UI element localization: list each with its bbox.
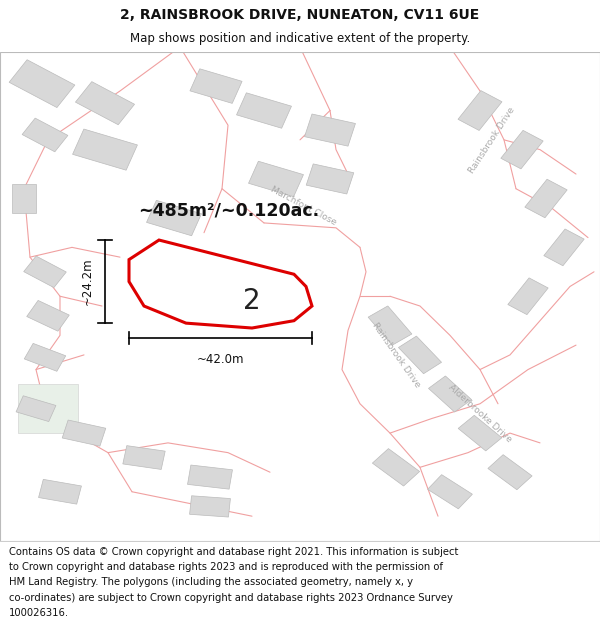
Polygon shape xyxy=(428,376,472,412)
Polygon shape xyxy=(73,129,137,170)
Text: ~42.0m: ~42.0m xyxy=(197,353,244,366)
Text: 2: 2 xyxy=(243,287,261,315)
Polygon shape xyxy=(190,496,230,517)
Polygon shape xyxy=(9,60,75,108)
Polygon shape xyxy=(38,479,82,504)
Polygon shape xyxy=(306,164,354,194)
Polygon shape xyxy=(368,306,412,345)
Polygon shape xyxy=(146,201,202,236)
Polygon shape xyxy=(458,415,502,451)
Polygon shape xyxy=(305,114,355,146)
Bar xyxy=(18,384,78,433)
Polygon shape xyxy=(398,336,442,374)
Polygon shape xyxy=(501,131,543,169)
Polygon shape xyxy=(248,161,304,197)
Polygon shape xyxy=(129,240,312,328)
Text: to Crown copyright and database rights 2023 and is reproduced with the permissio: to Crown copyright and database rights 2… xyxy=(9,562,443,572)
Polygon shape xyxy=(236,93,292,128)
Polygon shape xyxy=(544,229,584,266)
Polygon shape xyxy=(373,449,419,486)
Polygon shape xyxy=(22,118,68,152)
Text: 100026316.: 100026316. xyxy=(9,608,69,618)
Polygon shape xyxy=(24,343,66,371)
Text: Rainsbrook Drive: Rainsbrook Drive xyxy=(370,321,422,389)
Polygon shape xyxy=(488,454,532,490)
Text: Alderbrooke Drive: Alderbrooke Drive xyxy=(446,383,514,444)
Polygon shape xyxy=(428,474,472,509)
Polygon shape xyxy=(508,278,548,314)
Polygon shape xyxy=(76,82,134,125)
Text: Contains OS data © Crown copyright and database right 2021. This information is : Contains OS data © Crown copyright and d… xyxy=(9,546,458,556)
Polygon shape xyxy=(123,446,165,469)
Text: 2, RAINSBROOK DRIVE, NUNEATON, CV11 6UE: 2, RAINSBROOK DRIVE, NUNEATON, CV11 6UE xyxy=(121,8,479,21)
Polygon shape xyxy=(458,91,502,131)
Polygon shape xyxy=(190,69,242,103)
Polygon shape xyxy=(188,465,232,489)
Polygon shape xyxy=(525,179,567,218)
Text: co-ordinates) are subject to Crown copyright and database rights 2023 Ordnance S: co-ordinates) are subject to Crown copyr… xyxy=(9,592,453,602)
Text: Map shows position and indicative extent of the property.: Map shows position and indicative extent… xyxy=(130,32,470,46)
Text: ~485m²/~0.120ac.: ~485m²/~0.120ac. xyxy=(138,202,319,220)
Text: ~24.2m: ~24.2m xyxy=(80,258,94,306)
Text: Marchfont Close: Marchfont Close xyxy=(269,185,337,227)
Text: HM Land Registry. The polygons (including the associated geometry, namely x, y: HM Land Registry. The polygons (includin… xyxy=(9,578,413,587)
Polygon shape xyxy=(23,256,67,288)
Text: Rainsbrook Drive: Rainsbrook Drive xyxy=(467,105,517,174)
Polygon shape xyxy=(16,396,56,421)
Polygon shape xyxy=(12,184,36,213)
Polygon shape xyxy=(62,420,106,446)
Polygon shape xyxy=(27,301,69,331)
